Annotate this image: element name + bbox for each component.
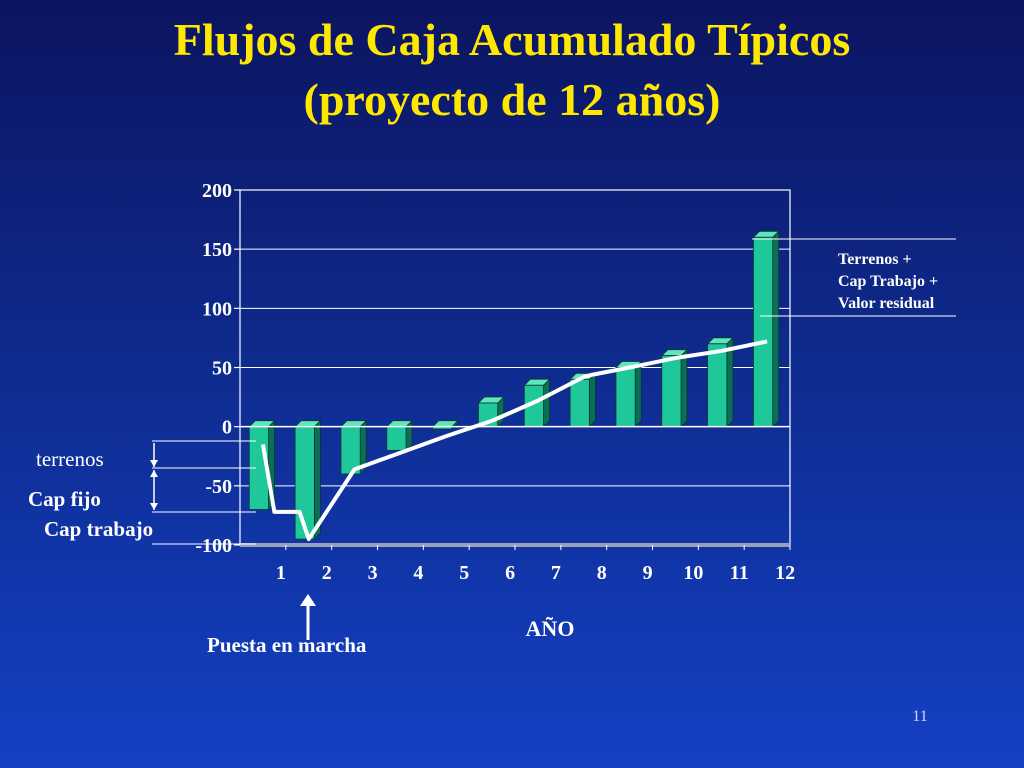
x-tick-label: 6 xyxy=(505,562,515,584)
x-tick-label: 8 xyxy=(597,562,607,584)
x-tick-label: 12 xyxy=(775,562,795,584)
right-note-line: Cap Trabajo + xyxy=(838,273,938,290)
x-tick-label: 5 xyxy=(459,562,469,584)
bar-11 xyxy=(706,336,734,428)
cap-fijo-label: Cap fijo xyxy=(28,487,101,511)
right-note-line: Terrenos + xyxy=(838,251,912,268)
terrenos-arrow-head xyxy=(150,460,158,467)
cap-trabajo-label: Cap trabajo xyxy=(44,517,153,541)
x-tick-label: 4 xyxy=(413,562,423,584)
bar-7 xyxy=(523,378,551,428)
bar-side xyxy=(588,372,596,428)
bar-2 xyxy=(294,419,322,541)
y-tick-label: 100 xyxy=(202,298,232,320)
y-tick-label: -100 xyxy=(195,535,232,557)
y-tick-label: 50 xyxy=(212,358,232,380)
y-tick-label: -50 xyxy=(205,476,232,498)
terrenos-label: terrenos xyxy=(36,447,104,471)
right-note-line: Valor residual xyxy=(838,295,935,312)
puesta-arrow-head xyxy=(300,594,316,606)
cap-fijo-arrow-head xyxy=(150,503,158,510)
x-tick-label: 3 xyxy=(368,562,378,584)
x-tick-label: 2 xyxy=(322,562,332,584)
bar-front xyxy=(707,343,728,428)
bar-10 xyxy=(660,348,689,428)
slide-number: 11 xyxy=(912,708,928,725)
x-tick-label: 11 xyxy=(730,562,749,584)
bar-front xyxy=(753,236,774,428)
x-tick-label: 9 xyxy=(643,562,653,584)
puesta-label: Puesta en marcha xyxy=(207,633,367,657)
bar-side xyxy=(543,378,550,428)
bar-front xyxy=(386,426,407,451)
y-tick-label: 200 xyxy=(202,180,232,202)
x-tick-label: 7 xyxy=(551,562,561,584)
y-tick-label: 0 xyxy=(222,417,232,439)
x-axis-title: AÑO xyxy=(526,616,575,641)
bar-front xyxy=(615,367,636,428)
bar-front xyxy=(661,355,682,428)
bar-side xyxy=(680,348,688,428)
bar-side xyxy=(772,230,780,428)
slide-title-line-2: (proyecto de 12 años) xyxy=(303,74,721,125)
y-tick-label: 150 xyxy=(202,239,232,261)
x-tick-label: 1 xyxy=(276,562,286,584)
cumulative-flow-line xyxy=(260,339,768,542)
bar-12 xyxy=(752,230,780,428)
slide-title-line-1: Flujos de Caja Acumulado Típicos xyxy=(173,14,851,65)
x-tick-label: 10 xyxy=(683,562,703,584)
bar-side xyxy=(634,360,642,428)
bar-4 xyxy=(385,419,414,452)
bar-front xyxy=(569,378,590,428)
bar-5 xyxy=(431,419,459,430)
